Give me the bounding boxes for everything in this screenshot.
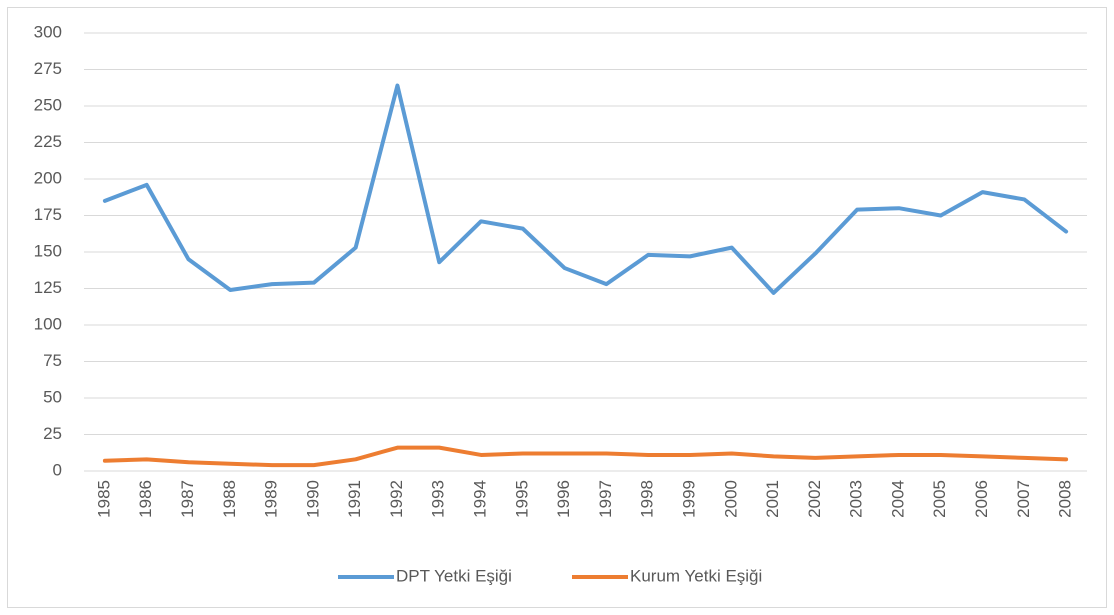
x-tick-label: 1990 — [303, 480, 322, 518]
x-tick-label: 1994 — [471, 480, 490, 518]
y-tick-label: 150 — [34, 241, 62, 260]
chart-border — [7, 7, 1107, 608]
y-tick-label: 250 — [34, 95, 62, 114]
y-tick-label: 175 — [34, 205, 62, 224]
y-tick-label: 25 — [43, 424, 62, 443]
x-tick-label: 2003 — [847, 480, 866, 518]
x-tick-label: 2001 — [763, 480, 782, 518]
x-tick-label: 2000 — [721, 480, 740, 518]
y-tick-label: 225 — [34, 132, 62, 151]
x-tick-label: 1987 — [178, 480, 197, 518]
x-tick-label: 1998 — [638, 480, 657, 518]
x-tick-label: 1992 — [387, 480, 406, 518]
series-line — [102, 83, 1069, 295]
x-tick-label: 1996 — [554, 480, 573, 518]
y-tick-label: 75 — [43, 351, 62, 370]
legend-label: Kurum Yetki Eşiği — [630, 566, 762, 585]
y-tick-label: 100 — [34, 314, 62, 333]
x-tick-label: 1988 — [220, 480, 239, 518]
x-tick-label: 2002 — [805, 480, 824, 518]
x-tick-label: 1985 — [94, 480, 113, 518]
x-tick-label: 1989 — [262, 480, 281, 518]
y-tick-label: 275 — [34, 59, 62, 78]
x-tick-label: 1995 — [512, 480, 531, 518]
series-line — [102, 445, 1069, 468]
x-tick-label: 2008 — [1056, 480, 1075, 518]
x-tick-label: 1997 — [596, 480, 615, 518]
x-tick-label: 2007 — [1014, 480, 1033, 518]
y-tick-label: 0 — [53, 460, 62, 479]
x-tick-label: 1993 — [429, 480, 448, 518]
y-tick-label: 200 — [34, 168, 62, 187]
legend-label: DPT Yetki Eşiği — [396, 566, 512, 585]
x-tick-label: 1986 — [136, 480, 155, 518]
x-tick-label: 2005 — [930, 480, 949, 518]
x-tick-label: 1999 — [679, 480, 698, 518]
y-tick-label: 300 — [34, 22, 62, 41]
y-tick-label: 125 — [34, 278, 62, 297]
x-tick-label: 1991 — [345, 480, 364, 518]
y-tick-label: 50 — [43, 387, 62, 406]
x-tick-label: 2004 — [888, 480, 907, 518]
x-tick-label: 2006 — [972, 480, 991, 518]
